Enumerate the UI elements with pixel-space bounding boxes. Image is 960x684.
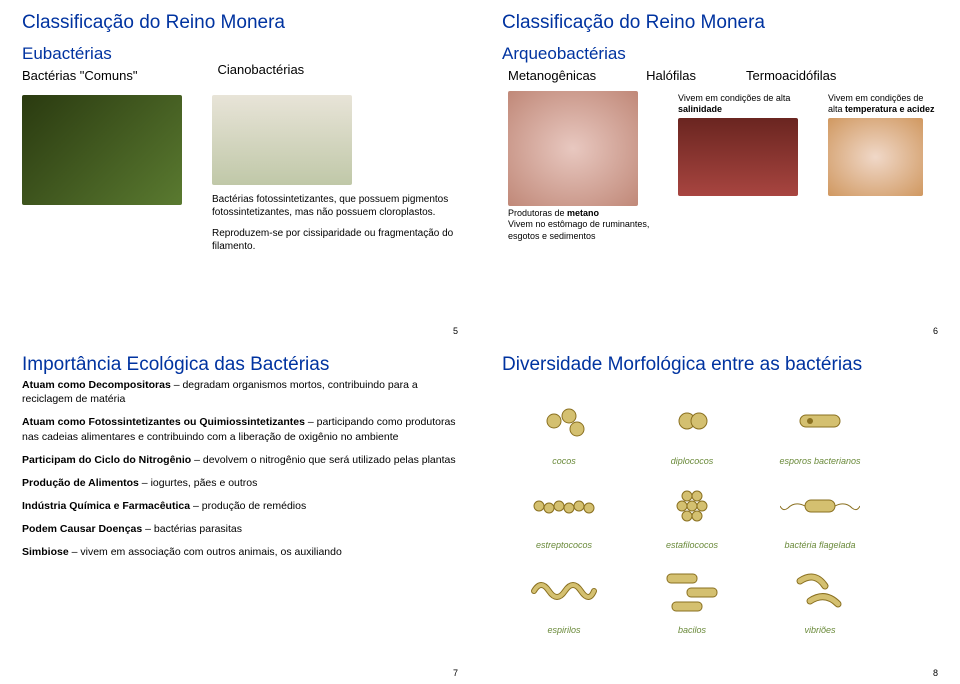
page-number: 6 (933, 326, 938, 336)
text: – iogurtes, pães e outros (139, 477, 258, 489)
esporos-icon (790, 387, 850, 456)
slide-title: Diversidade Morfológica entre as bactéri… (502, 354, 938, 376)
eubacterias-col: Eubactérias Bactérias "Comuns" (22, 44, 137, 83)
cap-bold: metano (567, 208, 599, 218)
bold: Atuam como Fotossintetizantes ou Quimios… (22, 416, 305, 428)
cell-cocos: cocos (502, 386, 626, 467)
label: esporos bacterianos (779, 456, 860, 466)
halo-cell: Vivem em condições de alta salinidade (678, 91, 808, 242)
termo-caption: Vivem em condições de alta temperatura e… (828, 93, 938, 116)
estrepto-icon (529, 472, 599, 541)
label: estafilococos (666, 540, 718, 550)
metano-cell: Produtoras de metano Vivem no estômago d… (508, 91, 658, 242)
type-halo: Halófilas (646, 68, 696, 83)
morphology-grid: cocos diplococos esporos bacterianos est… (502, 386, 882, 636)
text: – vivem em associação com outros animais… (69, 546, 342, 558)
para-nitro: Participam do Ciclo do Nitrogênio – devo… (22, 453, 458, 467)
cap-text2: Vivem no estômago de ruminantes, esgotos… (508, 219, 649, 240)
flagelada-icon (780, 472, 860, 541)
subtitle-eubacterias: Eubactérias (22, 44, 137, 64)
bacteria-image-placeholder (22, 95, 182, 205)
termo-cell: Vivem em condições de alta temperatura e… (828, 91, 938, 242)
para-doenca: Podem Causar Doenças – bactérias parasit… (22, 522, 458, 536)
halo-caption: Vivem em condições de alta salinidade (678, 93, 808, 116)
slide-title: Importância Ecológica das Bactérias (22, 354, 458, 376)
content-row: Bactérias fotossintetizantes, que possue… (22, 89, 458, 253)
bacilos-icon (657, 556, 727, 625)
para-quim: Indústria Química e Farmacêutica – produ… (22, 499, 458, 513)
cocos-icon (539, 387, 589, 456)
cap-bold: salinidade (678, 104, 722, 114)
metano-caption: Produtoras de metano Vivem no estômago d… (508, 208, 658, 242)
header-row: Eubactérias Bactérias "Comuns" Cianobact… (22, 44, 458, 83)
page-number: 7 (453, 668, 458, 678)
estafilo-icon (662, 472, 722, 541)
bold: Podem Causar Doenças (22, 523, 142, 535)
para-foto: Atuam como Fotossintetizantes ou Quimios… (22, 415, 458, 443)
text: – devolvem o nitrogênio que será utiliza… (191, 454, 455, 466)
cell-estrepto: estreptococos (502, 471, 626, 552)
image-row: Produtoras de metano Vivem no estômago d… (508, 91, 938, 242)
page-number: 8 (933, 668, 938, 678)
cap-text: Vivem em condições de alta (678, 93, 790, 103)
halo-image (678, 118, 798, 196)
bold: Produção de Alimentos (22, 477, 139, 489)
type-termo: Termoacidófilas (746, 68, 836, 83)
cap-bold: temperatura e acidez (845, 104, 935, 114)
type-metano: Metanogênicas (508, 68, 596, 83)
image-bacteria (22, 89, 182, 253)
cell-diplo: diplococos (630, 386, 754, 467)
cell-estafilo: estafilococos (630, 471, 754, 552)
termo-image (828, 118, 923, 196)
cap-text: Produtoras de (508, 208, 567, 218)
cell-flagelada: bactéria flagelada (758, 471, 882, 552)
para-alim: Produção de Alimentos – iogurtes, pães e… (22, 476, 458, 490)
espirilos-icon (529, 556, 599, 625)
label: bacilos (678, 625, 706, 635)
subtitle-comuns: Bactérias "Comuns" (22, 68, 137, 83)
bold: Participam do Ciclo do Nitrogênio (22, 454, 191, 466)
ciano-text-col: Bactérias fotossintetizantes, que possue… (212, 89, 458, 253)
page-number: 5 (453, 326, 458, 336)
ciano-col: Cianobactérias (217, 44, 304, 83)
para-decomp: Atuam como Decompositoras – degradam org… (22, 378, 458, 406)
types-row: Metanogênicas Halófilas Termoacidófilas (508, 68, 938, 83)
para-simb: Simbiose – vivem em associação com outro… (22, 545, 458, 559)
slide-6: Classificação do Reino Monera Arqueobact… (480, 0, 960, 342)
bold: Atuam como Decompositoras (22, 379, 171, 391)
cell-esporos: esporos bacterianos (758, 386, 882, 467)
text: – bactérias parasitas (142, 523, 242, 535)
vibrioes-icon (790, 556, 850, 625)
bold: Simbiose (22, 546, 69, 558)
bold: Indústria Química e Farmacêutica (22, 500, 190, 512)
ciano-text-2: Reproduzem-se por cissiparidade ou fragm… (212, 227, 458, 253)
cell-espirilos: espirilos (502, 555, 626, 636)
label: estreptococos (536, 540, 592, 550)
diplo-icon (667, 387, 717, 456)
metano-image (508, 91, 638, 206)
label: espirilos (547, 625, 580, 635)
label: diplococos (671, 456, 714, 466)
label: cocos (552, 456, 576, 466)
subtitle-arqueo: Arqueobactérias (502, 44, 938, 64)
text: – produção de remédios (190, 500, 306, 512)
slide-title: Classificação do Reino Monera (22, 12, 458, 34)
ciano-text-1: Bactérias fotossintetizantes, que possue… (212, 193, 458, 219)
slide-8: Diversidade Morfológica entre as bactéri… (480, 342, 960, 684)
slide-title: Classificação do Reino Monera (502, 12, 938, 34)
slide-7: Importância Ecológica das Bactérias Atua… (0, 342, 480, 684)
subtitle-ciano: Cianobactérias (217, 62, 304, 77)
label: vibriões (804, 625, 835, 635)
cell-vibrioes: vibriões (758, 555, 882, 636)
slide-5: Classificação do Reino Monera Eubactéria… (0, 0, 480, 342)
label: bactéria flagelada (784, 540, 855, 550)
ciano-image-placeholder (212, 95, 352, 185)
cell-bacilos: bacilos (630, 555, 754, 636)
